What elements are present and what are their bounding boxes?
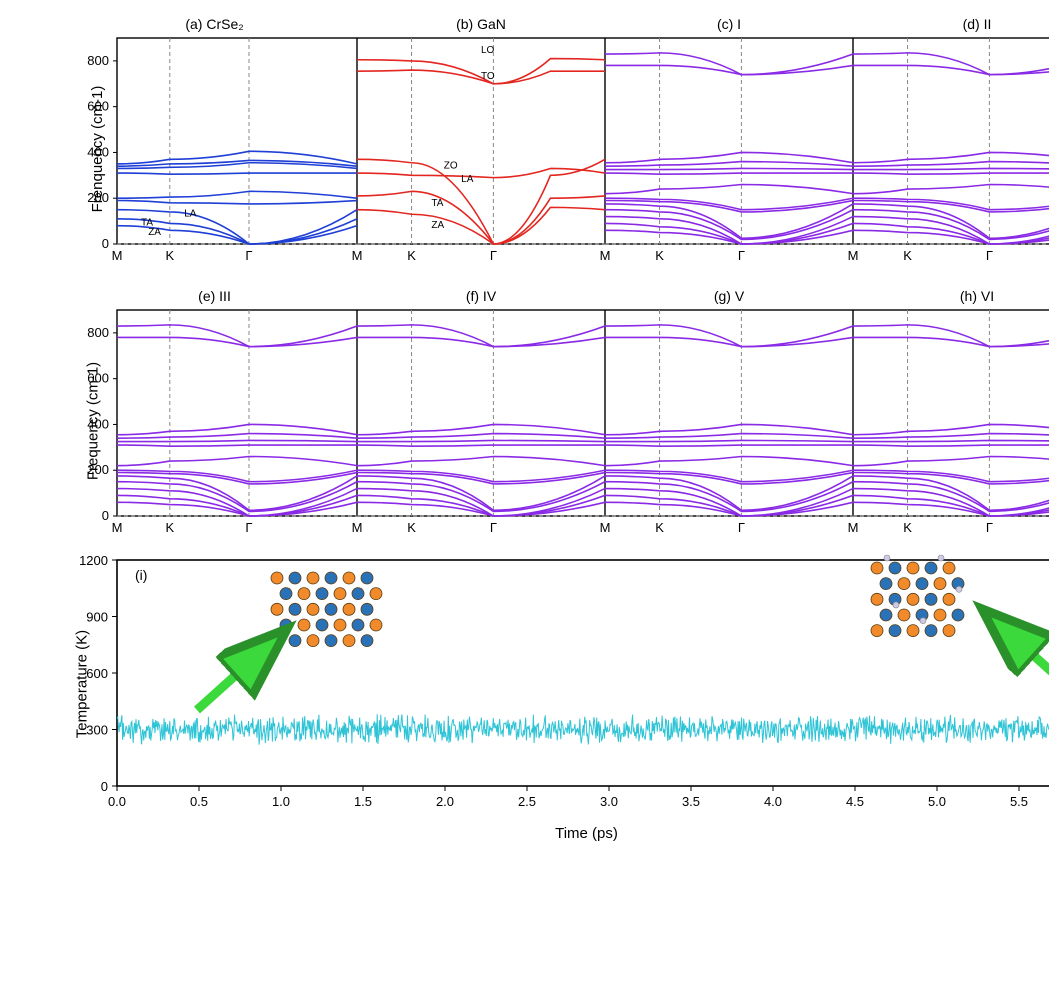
svg-text:ZA: ZA [431, 220, 444, 231]
svg-text:M: M [112, 248, 123, 263]
svg-text:TO: TO [481, 71, 495, 82]
panel-title: (e) III [198, 288, 231, 304]
svg-text:K: K [407, 520, 416, 535]
phonon-panel-h: (h) VIMKΓM [853, 306, 1049, 536]
phonon-panel-g: (g) VMKΓM [605, 306, 853, 536]
svg-text:LA: LA [184, 209, 197, 220]
svg-text:K: K [165, 248, 174, 263]
panel-title: (d) II [963, 16, 992, 32]
phonon-svg: MKΓM [853, 34, 1049, 264]
phonon-panel-d: (d) IIMKΓM [853, 34, 1049, 264]
svg-text:M: M [357, 248, 362, 263]
svg-text:Γ: Γ [245, 520, 252, 535]
svg-text:K: K [165, 520, 174, 535]
svg-text:0.5: 0.5 [190, 794, 208, 809]
svg-text:Γ: Γ [738, 248, 745, 263]
phonon-row-2: (e) IIIFrequency (cm-1)0200400600800MKΓM… [72, 306, 1039, 536]
panel-title: (g) V [714, 288, 744, 304]
svg-text:2.5: 2.5 [518, 794, 536, 809]
panel-title: (b) GaN [456, 16, 506, 32]
md-panel: Temperature (K)030060090012000.00.51.01.… [72, 554, 1049, 814]
svg-text:2.0: 2.0 [436, 794, 454, 809]
svg-text:TA: TA [431, 198, 443, 209]
svg-text:M: M [853, 248, 858, 263]
svg-text:K: K [903, 520, 912, 535]
svg-text:800: 800 [87, 325, 109, 340]
panel-title: (a) CrSe₂ [185, 16, 243, 32]
svg-text:0: 0 [101, 779, 108, 794]
svg-text:1.0: 1.0 [272, 794, 290, 809]
panel-title: (h) VI [960, 288, 994, 304]
svg-text:(i): (i) [135, 567, 147, 583]
svg-text:M: M [605, 248, 610, 263]
svg-text:4.0: 4.0 [764, 794, 782, 809]
svg-text:1200: 1200 [79, 554, 108, 568]
phonon-svg: MKΓM [853, 306, 1049, 536]
figure-root: (a) CrSe₂Frenquency (cm-1)0200400600800M… [10, 34, 1039, 814]
svg-text:5.0: 5.0 [928, 794, 946, 809]
svg-text:ZO: ZO [444, 160, 458, 171]
svg-text:K: K [407, 248, 416, 263]
phonon-svg: MKΓMLOTOZOLATAZA [357, 34, 605, 264]
svg-text:3.0: 3.0 [600, 794, 618, 809]
phonon-svg: MKΓM [605, 34, 853, 264]
phonon-svg: 0200400600800MKΓM [72, 306, 357, 536]
svg-text:0: 0 [102, 508, 109, 523]
phonon-panel-c: (c) IMKΓM [605, 34, 853, 264]
svg-text:Γ: Γ [986, 520, 993, 535]
svg-text:900: 900 [86, 610, 108, 625]
svg-text:3.5: 3.5 [682, 794, 700, 809]
svg-text:M: M [605, 520, 610, 535]
svg-text:Γ: Γ [986, 248, 993, 263]
phonon-panel-a: (a) CrSe₂Frenquency (cm-1)0200400600800M… [72, 34, 357, 264]
svg-text:Γ: Γ [738, 520, 745, 535]
phonon-row-1: (a) CrSe₂Frenquency (cm-1)0200400600800M… [72, 34, 1039, 264]
svg-text:M: M [112, 520, 123, 535]
svg-text:Γ: Γ [490, 248, 497, 263]
svg-text:LA: LA [461, 174, 474, 185]
svg-text:0: 0 [102, 236, 109, 251]
md-y-axis-label: Temperature (K) [74, 630, 91, 738]
y-axis-label: Frequency (cm-1) [85, 362, 102, 480]
svg-text:0.0: 0.0 [108, 794, 126, 809]
phonon-panel-f: (f) IVMKΓM [357, 306, 605, 536]
panel-title: (c) I [717, 16, 741, 32]
svg-text:M: M [853, 520, 858, 535]
svg-text:LO: LO [481, 45, 495, 56]
svg-text:ZA: ZA [148, 227, 161, 238]
phonon-panel-b: (b) GaNMKΓMLOTOZOLATAZA [357, 34, 605, 264]
svg-text:Γ: Γ [490, 520, 497, 535]
svg-text:5.5: 5.5 [1010, 794, 1028, 809]
svg-text:K: K [655, 520, 664, 535]
phonon-svg: 0200400600800MKΓMTAZALA [72, 34, 357, 264]
md-svg: 030060090012000.00.51.01.52.02.53.03.54.… [72, 554, 1049, 814]
svg-text:800: 800 [87, 53, 109, 68]
svg-text:K: K [655, 248, 664, 263]
svg-text:K: K [903, 248, 912, 263]
svg-text:M: M [357, 520, 362, 535]
y-axis-label: Frenquency (cm-1) [89, 86, 106, 213]
phonon-panel-e: (e) IIIFrequency (cm-1)0200400600800MKΓM [72, 306, 357, 536]
svg-text:4.5: 4.5 [846, 794, 864, 809]
svg-text:1.5: 1.5 [354, 794, 372, 809]
svg-text:Γ: Γ [245, 248, 252, 263]
phonon-svg: MKΓM [357, 306, 605, 536]
md-x-axis-label: Time (ps) [72, 825, 1049, 842]
panel-title: (f) IV [466, 288, 496, 304]
phonon-svg: MKΓM [605, 306, 853, 536]
